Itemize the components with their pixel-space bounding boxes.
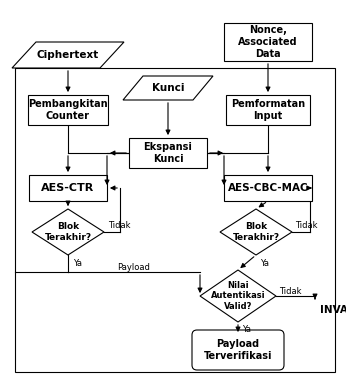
Text: Pemformatan
Input: Pemformatan Input: [231, 99, 305, 121]
Polygon shape: [123, 76, 213, 100]
Bar: [129, 138, 207, 168]
Text: Payload: Payload: [118, 262, 151, 271]
Text: Ya: Ya: [73, 259, 82, 267]
Text: Nonce,
Associated
Data: Nonce, Associated Data: [238, 26, 298, 59]
Text: INVALID: INVALID: [320, 305, 346, 315]
Text: Payload
Terverifikasi: Payload Terverifikasi: [204, 339, 272, 361]
Polygon shape: [32, 209, 104, 255]
Text: Ciphertext: Ciphertext: [37, 50, 99, 60]
Text: Blok
Terakhir?: Blok Terakhir?: [44, 222, 92, 242]
Text: Tidak: Tidak: [295, 221, 318, 230]
Text: Tidak: Tidak: [108, 221, 130, 230]
Bar: [224, 23, 312, 61]
Text: AES-CTR: AES-CTR: [42, 183, 94, 193]
Bar: [28, 95, 108, 125]
Text: Blok
Terakhir?: Blok Terakhir?: [233, 222, 280, 242]
Text: Tidak: Tidak: [279, 287, 301, 296]
Text: Ya: Ya: [260, 259, 269, 267]
Polygon shape: [200, 270, 276, 322]
Bar: [226, 95, 310, 125]
Text: Nilai
Autentikasi
Valid?: Nilai Autentikasi Valid?: [211, 281, 265, 311]
FancyBboxPatch shape: [192, 330, 284, 370]
Polygon shape: [12, 42, 124, 68]
Text: Ekspansi
Kunci: Ekspansi Kunci: [144, 142, 192, 164]
Bar: [224, 175, 312, 201]
Text: Ya: Ya: [242, 326, 251, 335]
Bar: [15, 68, 335, 372]
Text: Kunci: Kunci: [152, 83, 184, 93]
Text: AES-CBC-MAC: AES-CBC-MAC: [228, 183, 308, 193]
Polygon shape: [220, 209, 292, 255]
Text: Pembangkitan
Counter: Pembangkitan Counter: [28, 99, 108, 121]
Bar: [29, 175, 107, 201]
